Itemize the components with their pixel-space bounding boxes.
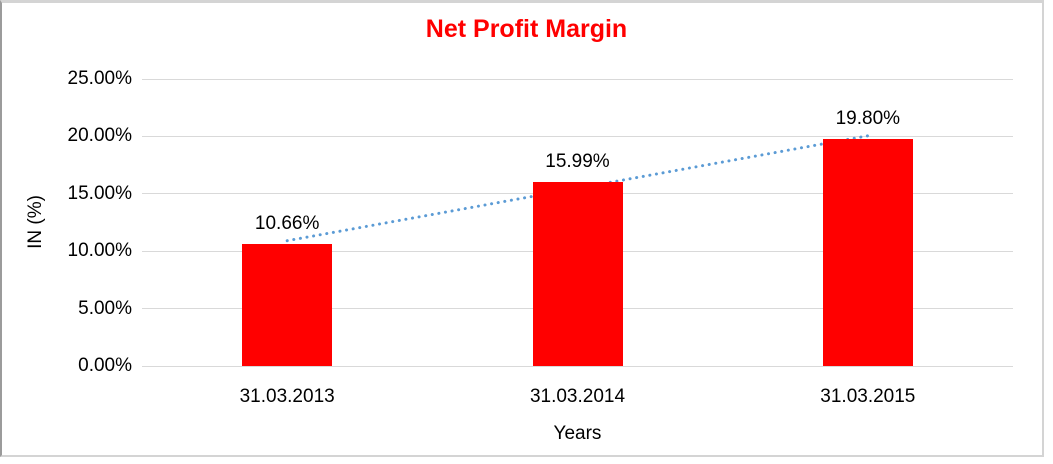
x-axis-title: Years — [553, 423, 602, 444]
bar-31.03.2014 — [532, 182, 623, 366]
y-axis-tick-label: 20.00% — [67, 125, 132, 147]
x-axis-tick-label: 31.03.2013 — [239, 386, 335, 407]
bar-31.03.2013 — [242, 243, 333, 366]
y-axis-tick-label: 0.00% — [78, 355, 132, 376]
gridline — [142, 78, 1013, 80]
x-axis-tick-label: 31.03.2015 — [820, 386, 916, 407]
bar-value-label: 19.80% — [835, 107, 901, 129]
y-axis-tick-label: 15.00% — [67, 182, 132, 204]
gridline — [142, 135, 1013, 137]
gridline — [142, 365, 1013, 367]
bar-value-label: 10.66% — [254, 212, 320, 234]
x-axis-tick-label: 31.03.2014 — [529, 386, 626, 407]
bar-31.03.2015 — [822, 138, 913, 366]
chart-title: Net Profit Margin — [425, 15, 628, 43]
bar-value-label: 15.99% — [545, 151, 610, 173]
y-axis-tick-label: 25.00% — [67, 68, 132, 89]
y-axis-tick-label: 5.00% — [78, 297, 132, 319]
y-axis-tick-label: 10.00% — [67, 240, 132, 262]
